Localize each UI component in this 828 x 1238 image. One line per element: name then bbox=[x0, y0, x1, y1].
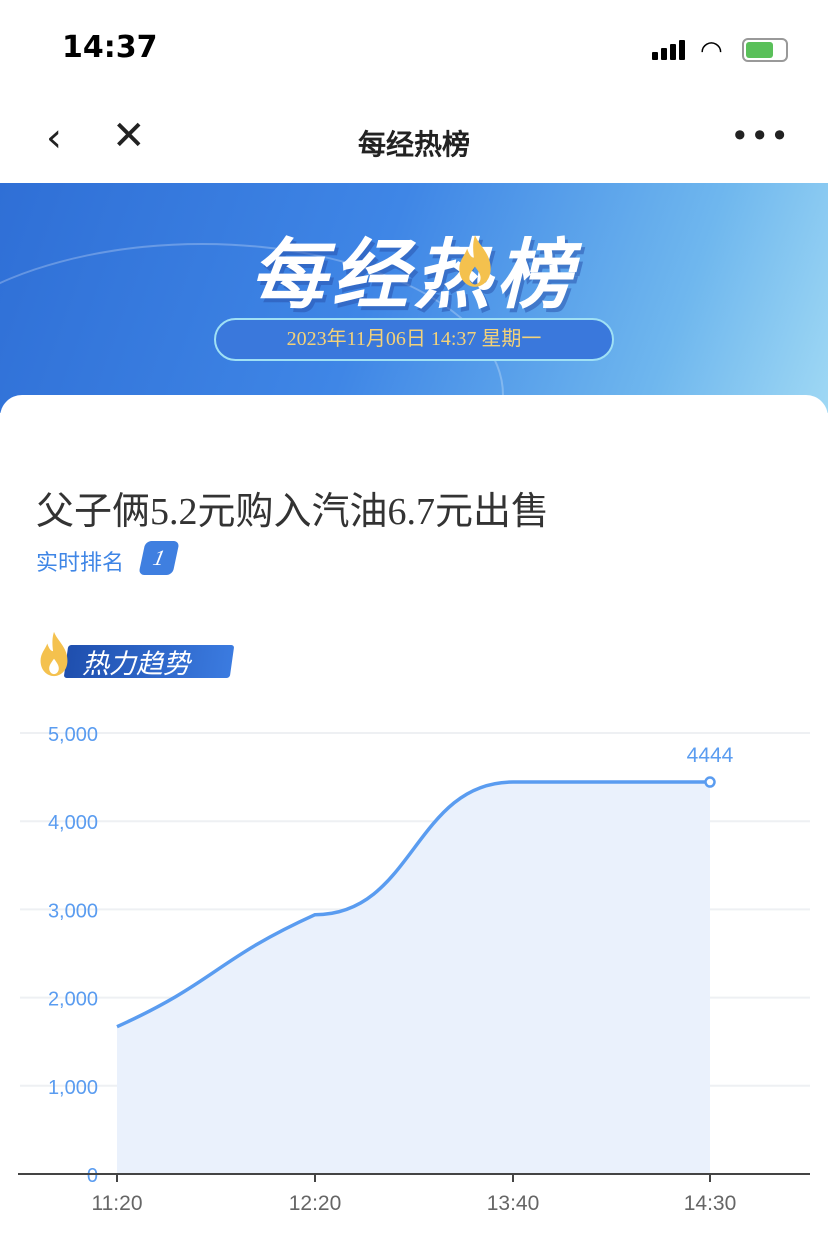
rank-label: 实时排名 bbox=[36, 551, 125, 576]
y-tick-label: 1,000 bbox=[48, 1077, 98, 1099]
nav-bar: ‹ ✕ 每经热榜 ••• bbox=[0, 95, 828, 183]
flame-icon bbox=[40, 631, 68, 677]
status-bar: 14:37 ◠ bbox=[0, 0, 828, 95]
x-tick-label: 13:40 bbox=[487, 1192, 540, 1215]
x-tick-label: 11:20 bbox=[92, 1192, 143, 1215]
banner: 每经热榜 2023年11月06日 14:37 星期一 bbox=[0, 183, 828, 413]
signal-icon bbox=[652, 40, 685, 60]
battery-icon bbox=[742, 38, 788, 62]
more-icon[interactable]: ••• bbox=[730, 117, 790, 155]
rank-badge: 1 bbox=[138, 541, 180, 575]
flame-icon bbox=[459, 235, 491, 287]
status-time: 14:37 bbox=[62, 30, 158, 65]
area-fill bbox=[117, 782, 710, 1174]
y-tick-label: 3,000 bbox=[48, 900, 98, 922]
close-icon[interactable]: ✕ bbox=[112, 113, 146, 159]
banner-title: 每经热榜 bbox=[250, 230, 578, 319]
data-label: 4444 bbox=[687, 744, 734, 767]
x-tick-label: 12:20 bbox=[289, 1192, 342, 1215]
series-line bbox=[116, 780, 710, 1029]
y-tick-label: 4,000 bbox=[48, 812, 98, 834]
x-tick-label: 14:30 bbox=[684, 1192, 737, 1215]
trend-label: 热力趋势 bbox=[82, 649, 190, 680]
banner-date: 2023年11月06日 14:37 星期一 bbox=[214, 318, 614, 361]
y-tick-label: 2,000 bbox=[48, 989, 98, 1011]
y-tick-label: 5,000 bbox=[48, 724, 98, 746]
data-point bbox=[704, 776, 716, 788]
y-tick-label: 0 bbox=[87, 1165, 98, 1187]
nav-title: 每经热榜 bbox=[357, 128, 470, 161]
trend-chart: 0 1,000 2,000 3,000 4,000 5,000 4444 11:20 12:20… bbox=[18, 724, 810, 1215]
wifi-icon: ◠ bbox=[700, 36, 723, 66]
chevron-left-icon[interactable]: ‹ bbox=[46, 115, 62, 161]
headline: 父子俩5.2元购入汽油6.7元出售 bbox=[36, 491, 550, 533]
